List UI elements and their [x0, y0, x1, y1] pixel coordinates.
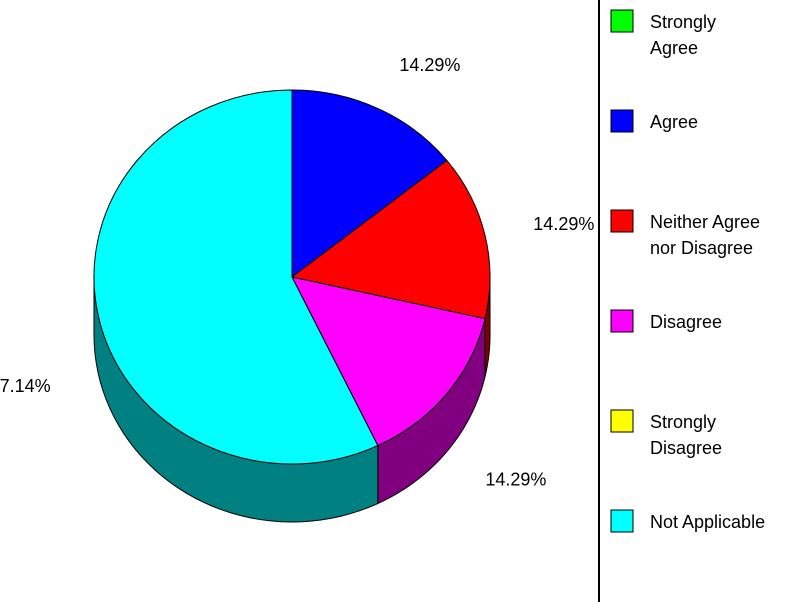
pie-top-layer — [93, 89, 491, 465]
legend-swatch-agree — [610, 109, 634, 133]
legend-label-not-applicable: Not Applicable — [650, 512, 765, 532]
pie-labels: 14.29% 14.29% 14.29% 57.14% — [0, 55, 594, 489]
legend-label-disagree: Disagree — [650, 312, 722, 332]
legend-item-strongly-disagree: Strongly Disagree — [610, 409, 722, 458]
data-label-not-applicable: 57.14% — [0, 376, 51, 396]
legend-swatch-neither-agree-nor-disagree — [610, 209, 634, 233]
legend-label-strongly-disagree: Strongly Disagree — [650, 412, 722, 458]
pie-slice-neither-agree-nor-disagree — [290, 159, 491, 320]
data-label-disagree: 14.29% — [485, 470, 546, 490]
pie-slice-agree — [291, 89, 448, 279]
data-label-agree: 14.29% — [399, 55, 460, 75]
legend-item-agree: Agree — [610, 109, 698, 133]
legend-item-strongly-agree: Strongly Agree — [610, 9, 716, 58]
legend-swatch-not-applicable — [610, 509, 634, 533]
legend-item-disagree: Disagree — [610, 309, 722, 333]
pie-slice-not-applicable — [93, 89, 379, 465]
legend: Strongly Agree Agree Neither Agree nor Disag… — [610, 9, 765, 533]
data-label-neither-agree-nor-disagree: 14.29% — [533, 214, 594, 234]
legend-item-not-applicable: Not Applicable — [610, 509, 765, 533]
legend-label-neither-agree-nor-disagree: Neither Agree nor Disagree — [650, 212, 760, 258]
legend-label-agree: Agree — [650, 112, 698, 132]
legend-swatch-strongly-agree — [610, 9, 634, 33]
legend-label-strongly-agree: Strongly Agree — [650, 12, 716, 58]
legend-swatch-disagree — [610, 309, 634, 333]
legend-swatch-strongly-disagree — [610, 409, 634, 433]
pie-slice-disagree — [291, 276, 486, 447]
legend-item-neither-agree-nor-disagree: Neither Agree nor Disagree — [610, 209, 760, 258]
